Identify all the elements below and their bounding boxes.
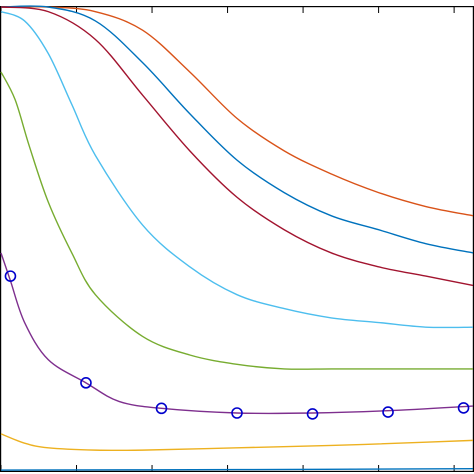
data-point-marker-2 bbox=[80, 377, 92, 389]
series-line-2 bbox=[0, 5, 474, 254]
data-point-marker-1 bbox=[4, 270, 17, 282]
series-line-6 bbox=[0, 252, 474, 415]
series-line-4 bbox=[0, 10, 474, 329]
series-line-8 bbox=[0, 467, 474, 471]
data-point-marker-3 bbox=[155, 402, 168, 415]
tick-marks bbox=[0, 7, 455, 471]
data-point-marker-6 bbox=[382, 406, 394, 418]
curves bbox=[0, 5, 474, 471]
data-point-marker-7 bbox=[457, 402, 470, 414]
data-point-marker-4 bbox=[231, 407, 243, 419]
data-point-marker-5 bbox=[306, 408, 319, 420]
series-line-1 bbox=[0, 5, 474, 217]
series-line-7 bbox=[0, 433, 474, 452]
series-line-5 bbox=[0, 71, 473, 370]
series-line-3 bbox=[0, 6, 474, 287]
markers bbox=[4, 270, 470, 420]
axes-frame bbox=[0, 5, 474, 472]
